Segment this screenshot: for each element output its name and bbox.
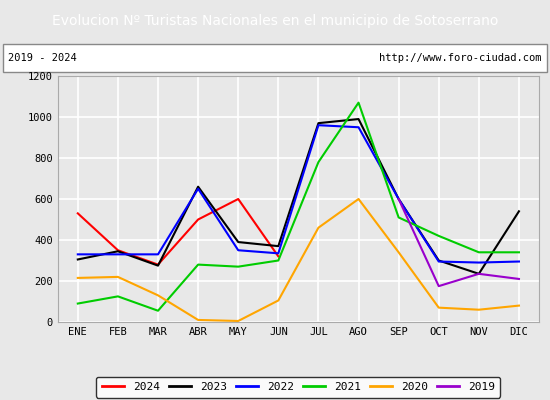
Text: Evolucion Nº Turistas Nacionales en el municipio de Sotoserrano: Evolucion Nº Turistas Nacionales en el m… — [52, 14, 498, 28]
Text: http://www.foro-ciudad.com: http://www.foro-ciudad.com — [379, 53, 542, 63]
Text: 2019 - 2024: 2019 - 2024 — [8, 53, 77, 63]
Legend: 2024, 2023, 2022, 2021, 2020, 2019: 2024, 2023, 2022, 2021, 2020, 2019 — [96, 376, 501, 398]
